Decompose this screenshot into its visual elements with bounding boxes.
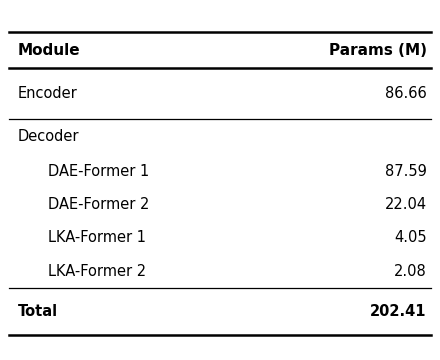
Text: Module: Module [18,43,80,58]
Text: Encoder: Encoder [18,86,77,102]
Text: Total: Total [18,304,58,319]
Text: LKA-Former 1: LKA-Former 1 [48,230,147,245]
Text: 202.41: 202.41 [370,304,427,319]
Text: DAE-Former 1: DAE-Former 1 [48,164,150,179]
Text: LKA-Former 2: LKA-Former 2 [48,264,147,279]
Text: Decoder: Decoder [18,130,79,144]
Text: 22.04: 22.04 [385,197,427,212]
Text: 87.59: 87.59 [385,164,427,179]
Text: 86.66: 86.66 [385,86,427,102]
Text: 2.08: 2.08 [394,264,427,279]
Text: DAE-Former 2: DAE-Former 2 [48,197,150,212]
Text: Params (M): Params (M) [329,43,427,58]
Text: 4.05: 4.05 [394,230,427,245]
